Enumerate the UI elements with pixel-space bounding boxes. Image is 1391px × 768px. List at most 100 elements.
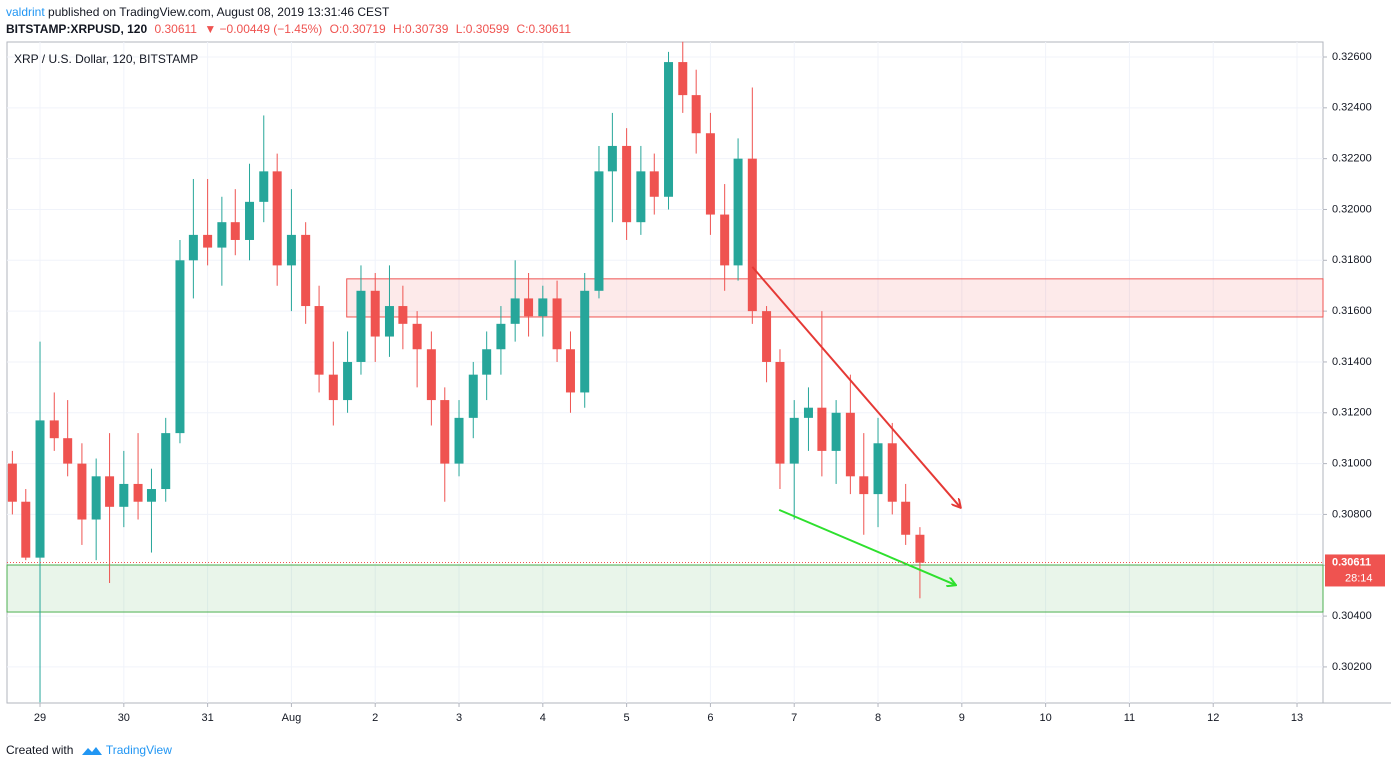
candle-body [915,534,925,563]
trendline [751,266,960,507]
y-tick-label: 0.31800 [1332,254,1372,266]
zone [346,278,1324,318]
candle-body [133,483,143,502]
y-tick-label: 0.32000 [1332,203,1372,215]
y-tick-label: 0.31000 [1332,458,1372,470]
x-tick-label: 2 [372,712,378,724]
published: published on TradingView.com, August 08,… [48,5,390,19]
x-tick-label: 11 [1124,712,1135,724]
candle-body [175,260,185,434]
candle-body [314,306,324,375]
y-tick-label: 0.30800 [1332,508,1372,520]
author[interactable]: valdrint [6,5,45,19]
candle-body [789,417,799,464]
x-tick-label: 30 [118,712,130,724]
last-price-label: 0.30611 [1332,556,1371,568]
candle-body [552,298,562,350]
candle-body [859,476,869,495]
countdown: 28:14 [1345,572,1373,584]
x-tick-label: 3 [456,712,462,724]
candle-body [649,171,659,197]
last: 0.30611 [154,22,197,36]
candle-body [817,407,827,451]
brand[interactable]: TradingView [105,743,172,757]
candle-body [49,420,59,439]
x-tick-label: Aug [282,712,302,724]
x-tick-label: 13 [1291,712,1303,724]
candle-body [831,412,841,451]
symbol-line: BITSTAMP:XRPUSD, 120 0.30611 ▼ −0.00449 … [6,22,575,36]
candle-body [720,214,730,266]
candle-body [510,298,520,324]
last-price-box [1325,554,1385,587]
x-tick-label: 8 [875,712,881,724]
x-tick-label: 9 [959,712,965,724]
candle-body [91,476,101,520]
candle-body [35,420,45,558]
candle-body [217,222,227,248]
candle-body [63,438,73,464]
y-tick-label: 0.30200 [1332,661,1372,673]
candle-body [301,234,311,307]
candle-body [412,323,422,350]
y-tick-label: 0.30400 [1332,610,1372,622]
x-tick-label: 29 [34,712,46,724]
publish-line: valdrint published on TradingView.com, A… [6,5,393,19]
x-tick-label: 6 [707,712,713,724]
candle-body [538,298,548,317]
candle-body [426,349,436,401]
candle-body [565,349,575,393]
candle-body [901,501,911,535]
x-tick-label: 31 [201,712,213,724]
candle-body [524,298,534,317]
candle-body [161,433,171,490]
candle-body [440,400,450,464]
candle-body [733,158,743,266]
candle-body [384,306,394,337]
ohlc: H:0.30739 [393,22,449,36]
candle-body [705,133,715,215]
candle-body [370,290,380,337]
candle-body [77,463,87,520]
ohlc: C:0.30611 [516,22,572,36]
y-tick-label: 0.31400 [1332,356,1372,368]
candle-body [747,158,757,312]
zone [6,564,1324,613]
y-tick-label: 0.32400 [1332,102,1372,114]
candle-body [259,171,269,202]
candle-body [398,306,408,324]
x-tick-label: 7 [791,712,797,724]
candle-body [803,407,813,418]
candle-body [272,171,282,266]
y-tick-label: 0.31600 [1332,305,1372,317]
y-tick-label: 0.32200 [1332,153,1372,165]
candle-body [245,201,255,240]
ohlc: O:0.30719 [329,22,386,36]
candle-body [343,361,353,401]
x-tick-label: 12 [1207,712,1219,724]
candle-body [873,443,883,495]
y-tick-label: 0.32600 [1332,51,1372,63]
candle-body [146,489,156,502]
symbol: BITSTAMP:XRPUSD, 120 [6,22,148,36]
candle-body [594,171,604,291]
candle-body [678,62,688,96]
candle-body [622,145,632,223]
candle-body [119,483,129,507]
candle-body [230,222,240,240]
candle-body [607,145,617,172]
chart: 0.302000.304000.306000.308000.310000.312… [6,41,1391,724]
candle-body [762,311,772,362]
candle-body [636,171,646,223]
candle-body [356,290,366,362]
candle-body [454,417,464,464]
footer: Created with TradingView [6,743,176,757]
candle-body [496,323,506,350]
candle-body [664,62,674,197]
x-tick-label: 5 [624,712,630,724]
x-tick-label: 10 [1039,712,1051,724]
candle-body [203,234,213,248]
candle-body [580,290,590,393]
candle-body [105,476,115,507]
